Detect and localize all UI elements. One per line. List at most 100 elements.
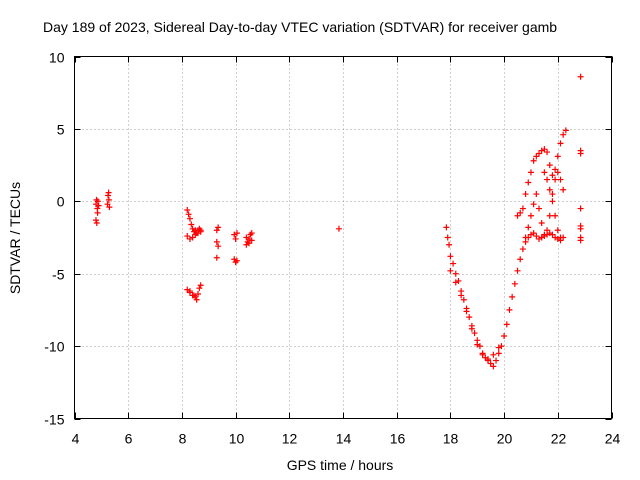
data-point: [525, 224, 532, 231]
data-point: [519, 246, 526, 253]
data-point: [514, 267, 521, 274]
data-point: [193, 296, 200, 303]
data-point: [215, 224, 222, 231]
data-point: [233, 257, 240, 264]
data-point: [196, 285, 203, 292]
data-point: [444, 234, 451, 241]
x-tick-label: 14: [336, 431, 352, 447]
data-point: [546, 186, 553, 193]
data-point: [458, 292, 465, 299]
data-point: [501, 332, 508, 339]
data-point: [522, 234, 529, 241]
data-point: [248, 237, 255, 244]
data-point: [517, 256, 524, 263]
data-point: [549, 191, 556, 198]
x-tick-label: 16: [390, 431, 406, 447]
data-point: [468, 325, 475, 332]
data-point: [557, 176, 564, 183]
x-tick-label: 10: [229, 431, 245, 447]
data-point: [447, 267, 454, 274]
data-point: [541, 231, 548, 238]
x-tick-label: 8: [179, 431, 187, 447]
data-point: [189, 234, 196, 241]
y-tick-labels: -15 -10 -5 0 5 10: [44, 50, 64, 428]
data-point: [443, 224, 450, 231]
data-point: [248, 230, 255, 237]
data-point: [185, 211, 192, 218]
data-point: [522, 191, 529, 198]
y-tick-label: 0: [57, 194, 65, 210]
data-point: [525, 179, 532, 186]
data-point: [544, 149, 551, 156]
data-point: [549, 231, 556, 238]
data-point: [195, 290, 202, 297]
x-tick-label: 6: [125, 431, 133, 447]
x-tick-labels: 4 6 8 10 12 14 16 18 20 22 24: [72, 431, 621, 447]
data-point: [335, 225, 342, 232]
data-point: [93, 220, 100, 227]
y-tick-label: 5: [57, 122, 65, 138]
data-point: [246, 240, 253, 247]
data-point: [460, 296, 467, 303]
data-point: [519, 205, 526, 212]
data-point: [232, 235, 239, 242]
data-point: [530, 201, 537, 208]
data-point: [546, 212, 553, 219]
data-point: [446, 241, 453, 248]
data-point: [533, 153, 540, 160]
data-point: [552, 212, 559, 219]
x-tick-label: 20: [497, 431, 513, 447]
data-point: [450, 260, 457, 267]
data-point: [105, 189, 112, 196]
data-point: [94, 209, 101, 216]
data-point: [105, 196, 112, 203]
data-point: [536, 205, 543, 212]
data-point: [577, 150, 584, 157]
data-point: [104, 201, 111, 208]
data-point: [549, 198, 556, 205]
data-point: [530, 230, 537, 237]
data-point: [517, 209, 524, 216]
data-point: [530, 157, 537, 164]
data-point: [506, 306, 513, 313]
data-point: [541, 146, 548, 153]
data-point: [184, 233, 191, 240]
data-point: [213, 227, 220, 234]
data-points: [92, 73, 584, 370]
data-point: [463, 308, 470, 315]
x-tick-label: 4: [72, 431, 80, 447]
y-tick-label: -10: [44, 339, 64, 355]
data-point: [493, 357, 500, 364]
data-point: [527, 212, 534, 219]
data-point: [577, 225, 584, 232]
data-point: [514, 212, 521, 219]
data-point: [490, 351, 497, 358]
data-point: [244, 238, 251, 245]
x-tick-label: 18: [443, 431, 459, 447]
data-point: [538, 220, 545, 227]
data-point: [533, 233, 540, 240]
data-point: [544, 227, 551, 234]
data-point: [232, 259, 239, 266]
data-point: [213, 238, 220, 245]
data-point: [495, 350, 502, 357]
axis-ticks: [74, 56, 613, 420]
data-point: [541, 169, 548, 176]
data-point: [503, 321, 510, 328]
data-point: [233, 230, 240, 237]
data-point: [495, 344, 502, 351]
data-point: [479, 351, 486, 358]
y-tick-label: 10: [49, 50, 65, 66]
data-point: [213, 254, 220, 261]
data-point: [197, 282, 204, 289]
data-point: [474, 341, 481, 348]
y-tick-label: -15: [44, 412, 64, 428]
data-point: [577, 73, 584, 80]
data-point: [186, 288, 193, 295]
data-point: [511, 280, 518, 287]
data-point: [466, 314, 473, 321]
data-point: [552, 176, 559, 183]
data-point: [577, 205, 584, 212]
x-tick-label: 24: [605, 431, 621, 447]
